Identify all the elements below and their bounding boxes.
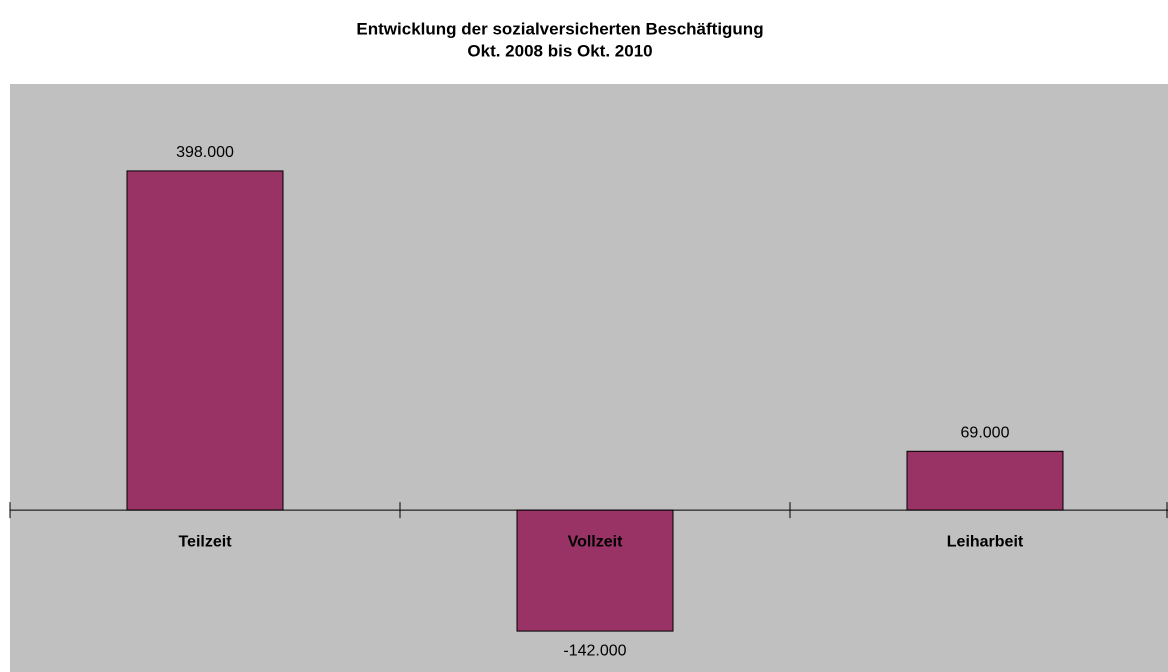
data-label: 398.000	[176, 144, 234, 161]
data-label: 69.000	[961, 425, 1010, 442]
bar	[906, 450, 1064, 511]
bar	[126, 170, 284, 511]
chart-subtitle: Okt. 2008 bis Okt. 2010	[467, 41, 652, 60]
chart-title: Entwicklung der sozialversicherten Besch…	[356, 19, 763, 38]
bar	[516, 509, 674, 632]
x-tick-label: Leiharbeit	[947, 533, 1024, 550]
data-label: -142.000	[563, 642, 626, 659]
x-tick-label: Teilzeit	[178, 533, 232, 550]
x-tick-label: Vollzeit	[568, 533, 623, 550]
